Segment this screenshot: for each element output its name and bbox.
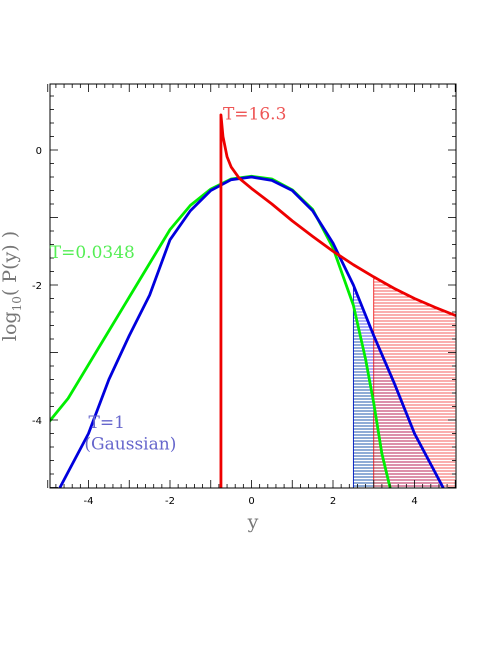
series-annotation: (Gaussian) xyxy=(84,435,176,455)
x-tick-label: 0 xyxy=(248,496,254,507)
y-axis-title-main: log xyxy=(0,311,21,341)
x-tick-label: 2 xyxy=(330,496,336,507)
x-tick-label: -2 xyxy=(165,496,175,507)
y-tick-label: 0 xyxy=(36,146,42,157)
series-annotation: T=0.0348 xyxy=(50,243,135,263)
tick-labels-group: -4 -2 0 2 4 0 -2 -4 xyxy=(32,146,418,507)
series-line-t-16-3 xyxy=(219,113,456,488)
y-axis-title: log10( P(y) ) xyxy=(0,231,24,341)
series-annotation: T=1 xyxy=(89,413,125,433)
series-annotation: T=16.3 xyxy=(223,105,286,125)
plot-frame xyxy=(49,83,457,489)
x-tick-label: -4 xyxy=(84,496,94,507)
x-axis-title: y xyxy=(247,511,259,533)
annotations-group: T=16.3 T=0.0348 T=1(Gaussian) xyxy=(50,105,287,455)
x-tick-label: 4 xyxy=(411,496,417,507)
curves-group xyxy=(50,113,456,488)
y-tick-label: -4 xyxy=(32,416,42,427)
axis-ticks-group xyxy=(47,84,456,488)
svg-text:log10( P(y) ): log10( P(y) ) xyxy=(0,231,24,341)
shaded-region-2 xyxy=(373,276,456,488)
y-axis-title-subscript: 10 xyxy=(10,296,24,311)
series-line-t-1 xyxy=(58,175,445,488)
y-tick-label: -2 xyxy=(32,281,42,292)
y-axis-title-rest: ( P(y) ) xyxy=(0,231,21,296)
